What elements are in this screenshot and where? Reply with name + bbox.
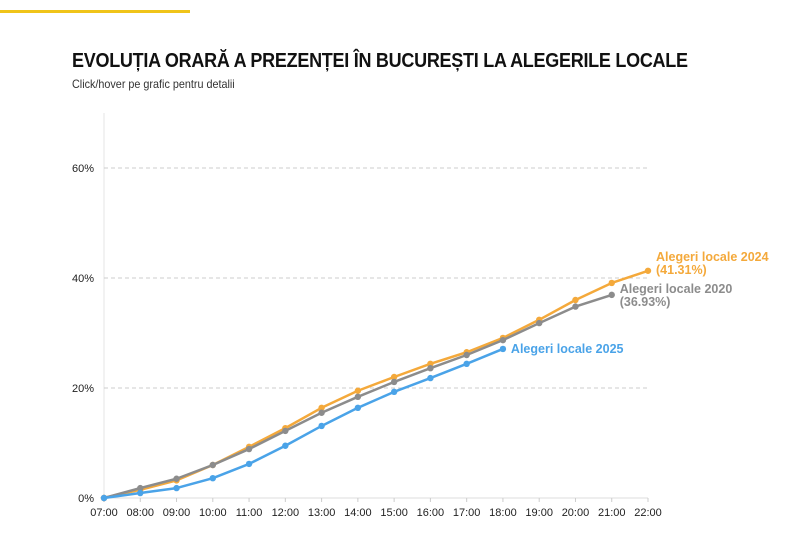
data-point bbox=[427, 374, 434, 382]
series-end-value: (41.31%) bbox=[656, 263, 707, 277]
x-tick-label: 10:00 bbox=[199, 507, 227, 519]
x-tick-label: 15:00 bbox=[380, 507, 408, 519]
series-label: Alegeri locale 2024 bbox=[656, 250, 769, 264]
series-label: Alegeri locale 2025 bbox=[511, 342, 624, 356]
data-point bbox=[463, 360, 470, 367]
data-point bbox=[608, 291, 615, 299]
x-tick-label: 11:00 bbox=[236, 507, 263, 519]
y-tick-label: 40% bbox=[72, 273, 94, 285]
data-point bbox=[354, 387, 362, 394]
data-point bbox=[572, 296, 579, 304]
data-point bbox=[390, 378, 398, 386]
y-tick-label: 20% bbox=[72, 383, 94, 395]
data-point bbox=[427, 365, 434, 372]
data-point bbox=[209, 475, 216, 482]
data-point bbox=[318, 404, 325, 411]
data-point bbox=[173, 484, 180, 492]
data-point bbox=[100, 494, 108, 502]
series-line-0 bbox=[103, 269, 649, 500]
data-point bbox=[499, 345, 507, 353]
data-point bbox=[318, 422, 325, 430]
data-point bbox=[608, 279, 615, 287]
y-tick-label: 0% bbox=[78, 493, 94, 505]
data-point bbox=[282, 442, 289, 449]
x-tick-label: 17:00 bbox=[453, 507, 481, 519]
x-tick-label: 14:00 bbox=[344, 507, 372, 519]
series-end-value: (36.93%) bbox=[620, 295, 671, 309]
data-point bbox=[318, 409, 325, 416]
x-tick-label: 13:00 bbox=[308, 507, 336, 519]
x-tick-label: 16:00 bbox=[417, 507, 445, 519]
series-line-2 bbox=[103, 347, 504, 500]
x-tick-label: 07:00 bbox=[90, 507, 118, 519]
data-point bbox=[354, 404, 362, 411]
x-tick-label: 18:00 bbox=[489, 507, 517, 519]
x-tick-label: 22:00 bbox=[634, 507, 662, 519]
accent-bar bbox=[0, 10, 190, 13]
data-point bbox=[137, 484, 144, 492]
data-point bbox=[572, 303, 579, 310]
data-point bbox=[463, 351, 470, 359]
data-point bbox=[390, 388, 398, 396]
data-point bbox=[390, 373, 398, 381]
x-tick-label: 12:00 bbox=[272, 507, 300, 519]
data-point bbox=[499, 336, 507, 344]
data-point bbox=[245, 460, 253, 468]
chart-title: EVOLUȚIA ORARĂ A PREZENȚEI ÎN BUCUREȘTI … bbox=[72, 50, 688, 72]
data-point bbox=[427, 360, 434, 367]
data-point bbox=[173, 475, 180, 482]
data-point bbox=[209, 461, 216, 469]
data-point bbox=[354, 393, 362, 400]
x-tick-label: 20:00 bbox=[562, 507, 590, 519]
x-tick-label: 21:00 bbox=[598, 507, 626, 519]
x-tick-label: 19:00 bbox=[525, 507, 553, 519]
series-label: Alegeri locale 2020 bbox=[620, 282, 733, 296]
data-point bbox=[137, 489, 144, 497]
data-point bbox=[536, 319, 543, 327]
x-tick-label: 08:00 bbox=[127, 507, 155, 519]
y-tick-label: 60% bbox=[72, 163, 94, 175]
data-point bbox=[245, 445, 253, 453]
x-tick-label: 09:00 bbox=[163, 507, 191, 519]
data-point bbox=[644, 267, 652, 274]
data-point bbox=[282, 427, 289, 435]
chart-subtitle: Click/hover pe grafic pentru detalii bbox=[72, 77, 235, 91]
